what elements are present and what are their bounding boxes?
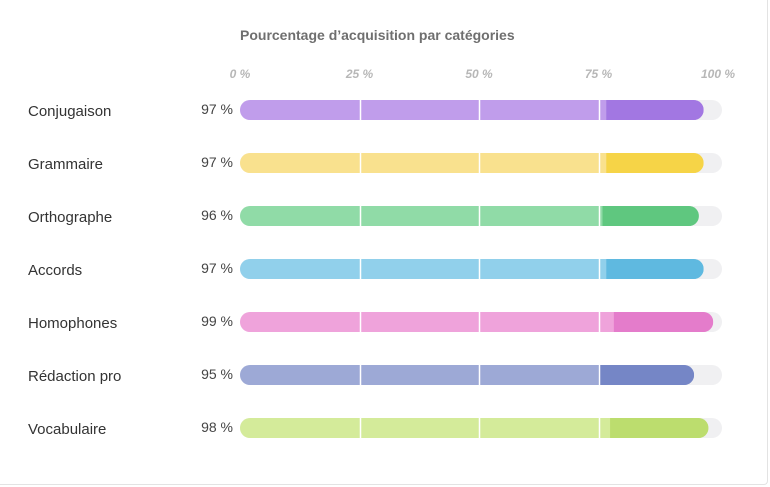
bar-fill (240, 365, 695, 385)
bar (240, 365, 695, 385)
bar (240, 312, 714, 332)
bar-end-segment (610, 418, 709, 438)
value-label: 98 % (201, 419, 233, 435)
bar (240, 153, 704, 173)
bar (240, 418, 709, 438)
x-tick-label: 25 % (345, 67, 374, 81)
bar-fill (240, 100, 704, 120)
value-label: 95 % (201, 366, 233, 382)
value-label: 97 % (201, 101, 233, 117)
bar-end-segment (606, 100, 704, 120)
bar (240, 100, 704, 120)
bar (240, 206, 699, 226)
value-label: 96 % (201, 207, 233, 223)
bar (240, 259, 704, 279)
bar-fill (240, 312, 714, 332)
category-label: Accords (28, 262, 82, 279)
category-label: Grammaire (28, 156, 103, 173)
x-tick-label: 100 % (701, 67, 735, 81)
bar-end-segment (613, 312, 714, 332)
bar-end-segment (606, 153, 704, 173)
bar-fill (240, 259, 704, 279)
value-label: 99 % (201, 313, 233, 329)
category-label: Vocabulaire (28, 421, 106, 438)
category-label: Conjugaison (28, 103, 111, 120)
bar-end-segment (606, 259, 704, 279)
bar-end-segment (598, 365, 695, 385)
x-tick-label: 50 % (465, 67, 493, 81)
category-label: Rédaction pro (28, 368, 121, 385)
value-label: 97 % (201, 260, 233, 276)
category-label: Homophones (28, 315, 117, 332)
x-tick-label: 75 % (585, 67, 613, 81)
bar-end-segment (602, 206, 699, 226)
bar-fill (240, 418, 709, 438)
x-tick-label: 0 % (230, 67, 251, 81)
bar-fill (240, 153, 704, 173)
chart-title: Pourcentage d’acquisition par catégories (240, 27, 515, 43)
bar-fill (240, 206, 699, 226)
category-label: Orthographe (28, 209, 112, 226)
value-label: 97 % (201, 154, 233, 170)
